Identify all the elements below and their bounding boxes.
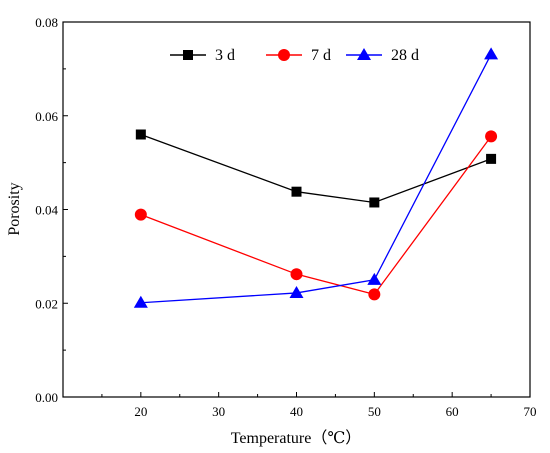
data-point-7d xyxy=(290,268,303,281)
legend-label: 28 d xyxy=(391,47,419,64)
legend-label: 7 d xyxy=(311,47,331,64)
series-28d xyxy=(133,47,499,308)
data-point-3d xyxy=(291,186,302,197)
data-point-3d xyxy=(486,153,497,164)
legend-item-28d: 28 d xyxy=(346,47,419,64)
data-point-28d xyxy=(133,295,148,308)
series-3d xyxy=(135,129,497,208)
y-tick-label: 0.08 xyxy=(35,15,58,30)
data-point-28d xyxy=(289,285,304,298)
series-layer xyxy=(133,47,499,308)
series-line-3d xyxy=(140,133,492,204)
x-tick-label: 60 xyxy=(446,404,459,419)
legend-item-7d: 7 d xyxy=(266,47,331,64)
data-point-3d xyxy=(135,129,146,140)
data-point-7d xyxy=(134,208,147,221)
plot-frame xyxy=(62,21,531,398)
x-tick-label: 20 xyxy=(134,404,147,419)
y-tick-label: 0.00 xyxy=(35,390,58,405)
x-tick-label: 70 xyxy=(524,404,537,419)
data-point-7d xyxy=(368,288,381,301)
y-axis: 0.00 0.02 0.04 0.06 0.08 xyxy=(35,15,68,405)
y-tick-label: 0.02 xyxy=(35,296,58,311)
data-point-3d xyxy=(369,197,380,208)
data-point-28d xyxy=(367,272,382,285)
legend-label: 3 d xyxy=(215,47,235,64)
legend-marker xyxy=(357,48,371,60)
series-7d xyxy=(134,130,498,301)
series-line-28d xyxy=(140,54,492,304)
data-point-28d xyxy=(484,47,499,60)
x-tick-label: 50 xyxy=(368,404,381,419)
x-tick-label: 30 xyxy=(212,404,225,419)
series-line-7d xyxy=(140,135,492,296)
y-axis-title: Porosity xyxy=(6,182,23,235)
x-axis-title: Temperature（℃） xyxy=(231,429,362,447)
x-axis: 20 30 40 50 60 70 xyxy=(101,392,537,419)
legend-marker xyxy=(278,49,290,61)
legend: 3 d 7 d 28 d xyxy=(170,47,419,64)
legend-item-3d: 3 d xyxy=(170,47,235,64)
x-tick-label: 40 xyxy=(290,404,303,419)
data-point-7d xyxy=(485,130,498,143)
legend-marker xyxy=(183,50,193,60)
y-tick-label: 0.06 xyxy=(35,109,58,124)
y-tick-label: 0.04 xyxy=(35,203,58,218)
